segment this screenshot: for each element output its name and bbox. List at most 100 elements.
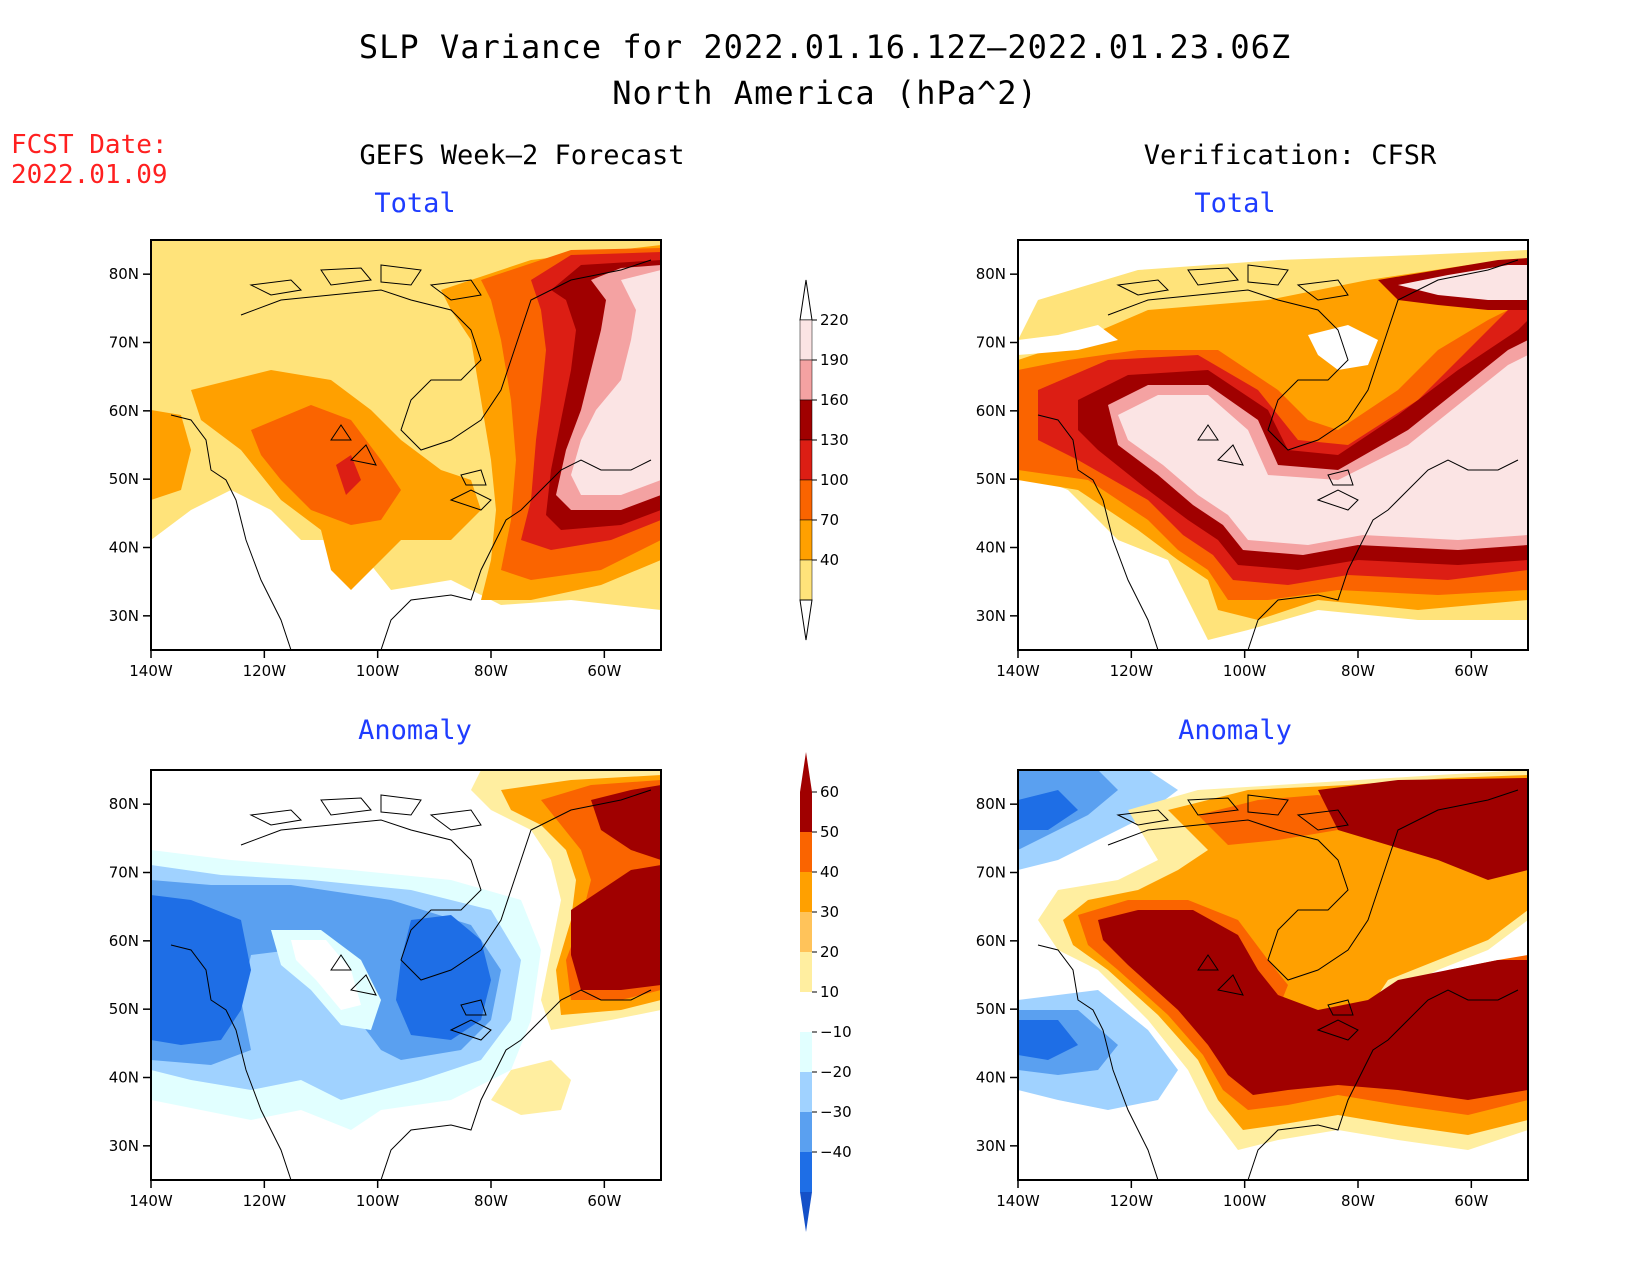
map-fcst-total: 80N 70N 60N 50N 40N 30N 140W 120W 100W 80W 60W — [109, 239, 662, 680]
colorbar-anomaly: 60 50 40 30 20 10 −10 −20 −30 −40 — [800, 752, 852, 1232]
verification-column-title: Verification: CFSR — [1143, 140, 1437, 171]
colorbar-label: 60 — [820, 783, 839, 801]
lat-tick-label: 60N — [109, 402, 139, 420]
map-fcst-anomaly: 80N 70N 60N 50N 40N 30N 140W 120W 100W 80W 60W — [109, 769, 662, 1210]
lat-axis-fcst-anomaly: 80N 70N 60N 50N 40N 30N — [109, 795, 151, 1155]
contour-fill-fcst-anomaly — [151, 770, 661, 1180]
colorbar-segment — [799, 559, 813, 601]
colorbar-label: 130 — [820, 431, 849, 449]
lat-tick-label: 70N — [109, 864, 139, 882]
lon-tick-label: 100W — [1223, 1192, 1267, 1210]
lon-tick-label: 60W — [1454, 662, 1488, 680]
lat-tick-label: 30N — [976, 607, 1006, 625]
lon-tick-label: 100W — [356, 1192, 400, 1210]
colorbar-segment — [799, 359, 813, 401]
colorbar-label: 20 — [820, 943, 839, 961]
colorbar-segment — [800, 952, 812, 992]
lat-tick-label: 80N — [976, 265, 1006, 283]
lat-tick-label: 80N — [109, 265, 139, 283]
colorbar-segment — [799, 439, 813, 481]
colorbar-segment — [800, 872, 812, 912]
colorbar-segment — [799, 399, 813, 441]
colorbar-top-end — [800, 752, 812, 792]
lat-tick-label: 80N — [976, 795, 1006, 813]
lon-tick-label: 140W — [129, 1192, 173, 1210]
colorbar-segment — [800, 1152, 812, 1192]
lat-tick-label: 60N — [109, 932, 139, 950]
colorbar-label: 190 — [820, 351, 849, 369]
lon-tick-label: 120W — [1110, 662, 1154, 680]
contour-fill-verif-anomaly — [1018, 770, 1528, 1180]
coastlines — [1037, 259, 1519, 650]
lon-tick-label: 80W — [474, 662, 508, 680]
lon-axis-verif-total: 140W 120W 100W 80W 60W — [996, 650, 1488, 680]
lat-tick-label: 70N — [109, 334, 139, 352]
colorbar-segment — [799, 479, 813, 521]
lon-tick-label: 140W — [996, 662, 1040, 680]
colorbar-bottom-end — [799, 599, 813, 641]
lon-tick-label: 140W — [996, 1192, 1040, 1210]
coastlines — [1037, 789, 1519, 1180]
colorbar-label: −10 — [820, 1023, 852, 1041]
panel-title-verif-anomaly: Anomaly — [1178, 715, 1292, 746]
map-frame — [150, 239, 662, 651]
lat-tick-label: 80N — [109, 795, 139, 813]
lon-tick-label: 80W — [474, 1192, 508, 1210]
lon-tick-label: 80W — [1341, 662, 1375, 680]
colorbar-label: 220 — [820, 311, 849, 329]
colorbar-top-end — [799, 279, 813, 321]
colorbar-segment — [800, 1032, 812, 1072]
lat-tick-label: 50N — [109, 470, 139, 488]
lat-tick-label: 40N — [109, 539, 139, 557]
contour-fill-fcst-total — [151, 240, 661, 650]
colorbar-label: 100 — [820, 471, 849, 489]
colorbar-label: −30 — [820, 1103, 852, 1121]
map-frame — [1017, 239, 1529, 651]
lat-tick-label: 40N — [976, 1069, 1006, 1087]
colorbar-segment — [800, 792, 812, 832]
colorbar-label: 50 — [820, 823, 839, 841]
coastlines — [170, 259, 652, 650]
colorbar-label: 10 — [820, 983, 839, 1001]
lat-tick-label: 40N — [976, 539, 1006, 557]
panel-title-fcst-total: Total — [374, 188, 456, 219]
figure-subtitle: North America (hPa^2) — [612, 74, 1038, 112]
colorbar-label: 30 — [820, 903, 839, 921]
lat-tick-label: 50N — [976, 1000, 1006, 1018]
lat-axis-fcst-total: 80N 70N 60N 50N 40N 30N — [109, 265, 151, 625]
lat-axis-verif-total: 80N 70N 60N 50N 40N 30N — [976, 265, 1018, 625]
lon-tick-label: 80W — [1341, 1192, 1375, 1210]
colorbar-segment — [800, 1072, 812, 1112]
colorbar-segment — [800, 1112, 812, 1152]
colorbar-segment — [800, 992, 812, 1032]
lon-tick-label: 140W — [129, 662, 173, 680]
map-frame — [150, 769, 662, 1181]
colorbar-label: 40 — [820, 863, 839, 881]
coastlines — [170, 789, 652, 1180]
lon-tick-label: 60W — [587, 1192, 621, 1210]
contour-fill-verif-total — [1018, 240, 1528, 650]
colorbar-label: 40 — [820, 551, 839, 569]
lon-axis-fcst-total: 140W 120W 100W 80W 60W — [129, 650, 621, 680]
lon-tick-label: 120W — [243, 662, 287, 680]
lat-tick-label: 70N — [976, 334, 1006, 352]
fcst-date-label: FCST Date: — [11, 130, 168, 160]
lat-tick-label: 50N — [976, 470, 1006, 488]
colorbar-segment — [800, 832, 812, 872]
colorbar-label: 160 — [820, 391, 849, 409]
lat-tick-label: 50N — [109, 1000, 139, 1018]
lat-tick-label: 70N — [976, 864, 1006, 882]
fcst-date-value: 2022.01.09 — [11, 160, 168, 190]
colorbar-label: −40 — [820, 1143, 852, 1161]
lon-axis-verif-anomaly: 140W 120W 100W 80W 60W — [996, 1180, 1488, 1210]
lon-tick-label: 60W — [587, 662, 621, 680]
colorbar-label: −20 — [820, 1063, 852, 1081]
lat-tick-label: 30N — [109, 1137, 139, 1155]
lon-tick-label: 60W — [1454, 1192, 1488, 1210]
lat-axis-verif-anomaly: 80N 70N 60N 50N 40N 30N — [976, 795, 1018, 1155]
colorbar-segment — [800, 912, 812, 952]
lat-tick-label: 60N — [976, 402, 1006, 420]
colorbar-label: 70 — [820, 511, 839, 529]
lon-tick-label: 120W — [1110, 1192, 1154, 1210]
lat-tick-label: 30N — [976, 1137, 1006, 1155]
